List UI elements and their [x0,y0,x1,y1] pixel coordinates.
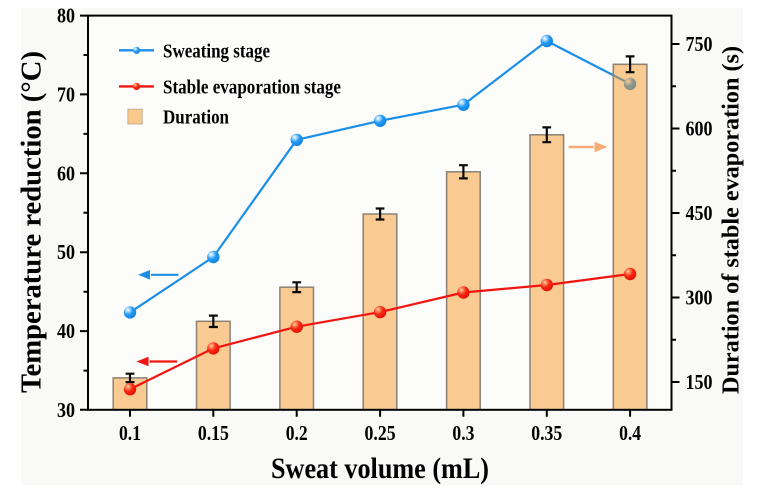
svg-text:0.4: 0.4 [619,421,641,445]
svg-text:750: 750 [686,32,713,56]
svg-text:30: 30 [57,398,75,422]
svg-text:70: 70 [57,82,75,106]
svg-text:450: 450 [686,201,713,225]
svg-text:Duration of stable evaporation: Duration of stable evaporation (s) [719,46,745,394]
svg-text:Duration: Duration [163,107,229,129]
svg-text:300: 300 [686,286,713,310]
svg-text:80: 80 [57,4,75,28]
svg-text:Stable evaporation stage: Stable evaporation stage [163,76,341,98]
svg-text:150: 150 [686,370,713,394]
svg-text:600: 600 [686,117,713,141]
svg-text:50: 50 [57,240,75,264]
svg-text:0.1: 0.1 [119,421,141,445]
svg-text:0.3: 0.3 [452,421,474,445]
svg-text:0.25: 0.25 [365,421,396,445]
svg-text:0.15: 0.15 [198,421,229,445]
svg-text:0.2: 0.2 [286,421,308,445]
svg-text:Sweat volume (mL): Sweat volume (mL) [271,452,489,485]
svg-text:40: 40 [57,319,75,343]
svg-text:Sweating stage: Sweating stage [163,40,270,62]
svg-text:0.35: 0.35 [531,421,562,445]
svg-text:Temperature reduction (°C): Temperature reduction (°C) [16,51,48,393]
svg-text:60: 60 [57,161,75,185]
